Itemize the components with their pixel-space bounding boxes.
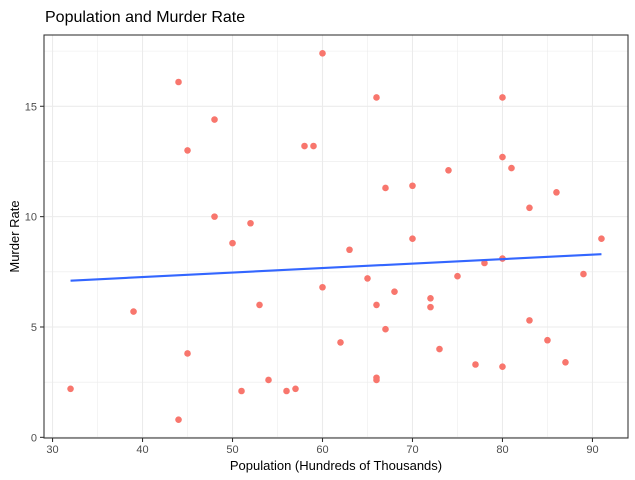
- data-point: [382, 325, 389, 333]
- data-point: [175, 78, 182, 86]
- data-points: [67, 50, 605, 423]
- data-point: [184, 350, 191, 357]
- data-point: [130, 308, 137, 315]
- data-point: [211, 213, 218, 220]
- data-point: [553, 189, 560, 196]
- data-point: [265, 376, 272, 384]
- data-point: [526, 204, 533, 212]
- data-point: [175, 416, 182, 423]
- data-point: [229, 239, 236, 247]
- data-point: [211, 116, 218, 123]
- data-point: [283, 387, 290, 395]
- data-point: [472, 361, 479, 368]
- y-tick-label: 5: [31, 322, 37, 334]
- trend-line-group: [70, 253, 602, 282]
- axis-ticks: 30 40 50 60 70 80 90 0 5 10 15: [25, 101, 599, 456]
- data-point: [364, 275, 371, 282]
- chart-title: Population and Murder Rate: [45, 9, 245, 26]
- x-tick-label: 60: [316, 444, 328, 456]
- x-tick-label: 70: [406, 444, 418, 456]
- data-point: [409, 182, 416, 190]
- data-point: [481, 259, 488, 267]
- data-point: [436, 345, 443, 353]
- data-point: [445, 166, 452, 174]
- data-point: [238, 387, 245, 395]
- data-point: [292, 385, 299, 393]
- data-point: [310, 142, 317, 150]
- y-axis-title: Murder Rate: [7, 200, 22, 272]
- data-point: [301, 142, 308, 150]
- x-tick-label: 30: [46, 444, 58, 456]
- data-point: [499, 153, 506, 161]
- data-point: [346, 246, 353, 254]
- data-point: [391, 288, 398, 295]
- data-point: [580, 270, 587, 278]
- x-tick-label: 50: [226, 444, 238, 456]
- data-point: [67, 385, 74, 393]
- data-point: [427, 294, 434, 302]
- data-point: [319, 283, 326, 291]
- y-tick-label: 15: [25, 101, 37, 113]
- x-tick-label: 90: [586, 444, 598, 456]
- data-point: [247, 219, 254, 227]
- data-point: [427, 303, 434, 311]
- data-point: [256, 301, 263, 309]
- data-point: [373, 301, 380, 309]
- y-tick-label: 0: [31, 432, 37, 444]
- data-point: [499, 94, 506, 101]
- x-axis-title: Population (Hundreds of Thousands): [230, 458, 442, 473]
- data-point: [499, 363, 506, 371]
- x-tick-label: 80: [496, 444, 508, 456]
- data-point: [508, 164, 515, 172]
- data-point: [373, 376, 380, 384]
- trend-line: [70, 253, 602, 282]
- panel-border: [43, 34, 629, 439]
- data-point: [544, 336, 551, 344]
- data-point: [598, 235, 605, 243]
- data-point: [526, 317, 533, 324]
- data-point: [373, 94, 380, 101]
- data-point: [562, 358, 569, 366]
- data-point: [337, 339, 344, 346]
- data-point: [319, 50, 326, 57]
- data-point: [454, 272, 461, 280]
- grid-lines: [44, 35, 628, 438]
- data-point: [184, 147, 191, 154]
- x-tick-label: 40: [136, 444, 148, 456]
- data-point: [409, 235, 416, 243]
- y-tick-label: 10: [25, 212, 37, 224]
- data-point: [382, 184, 389, 192]
